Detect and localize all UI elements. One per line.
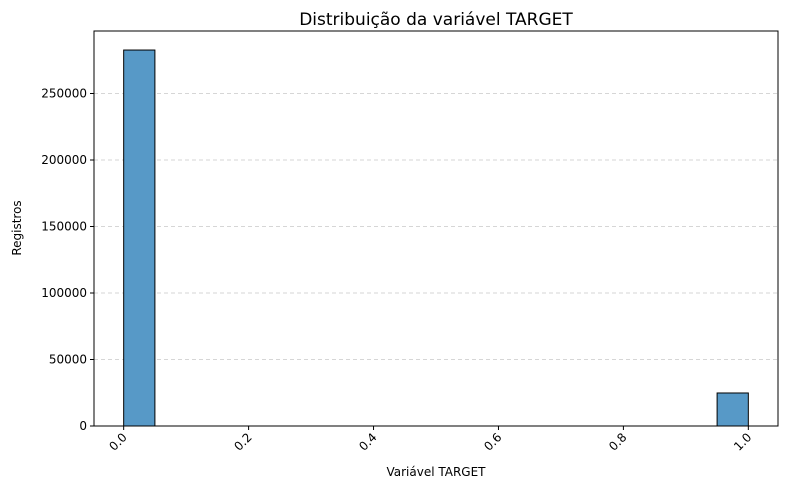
y-axis: 0 50000 100000 150000 200000 250000 — [41, 87, 94, 433]
y-tick-label: 250000 — [41, 87, 87, 101]
y-tick-label: 150000 — [41, 220, 87, 234]
y-tick-label: 100000 — [41, 286, 87, 300]
x-tick-label: 0.0 — [106, 430, 129, 453]
x-tick-label: 0.2 — [231, 430, 254, 453]
y-tick-label: 50000 — [49, 353, 87, 367]
x-tick-label: 0.6 — [481, 430, 504, 453]
x-tick-label: 0.4 — [356, 430, 379, 453]
x-axis: 0.0 0.2 0.4 0.6 0.8 1.0 — [106, 426, 754, 454]
bars — [123, 49, 749, 427]
x-tick-label: 0.8 — [606, 430, 629, 453]
x-axis-label: Variável TARGET — [386, 465, 486, 479]
plot-frame — [93, 30, 779, 427]
chart-title: Distribuição da variável TARGET — [299, 10, 573, 30]
y-tick-label: 0 — [79, 419, 87, 433]
y-axis-label: Registros — [10, 200, 24, 255]
grid-lines — [94, 93, 778, 360]
bar — [123, 49, 156, 427]
x-tick-label: 1.0 — [731, 430, 754, 453]
y-tick-label: 200000 — [41, 153, 87, 167]
bar — [716, 392, 749, 427]
